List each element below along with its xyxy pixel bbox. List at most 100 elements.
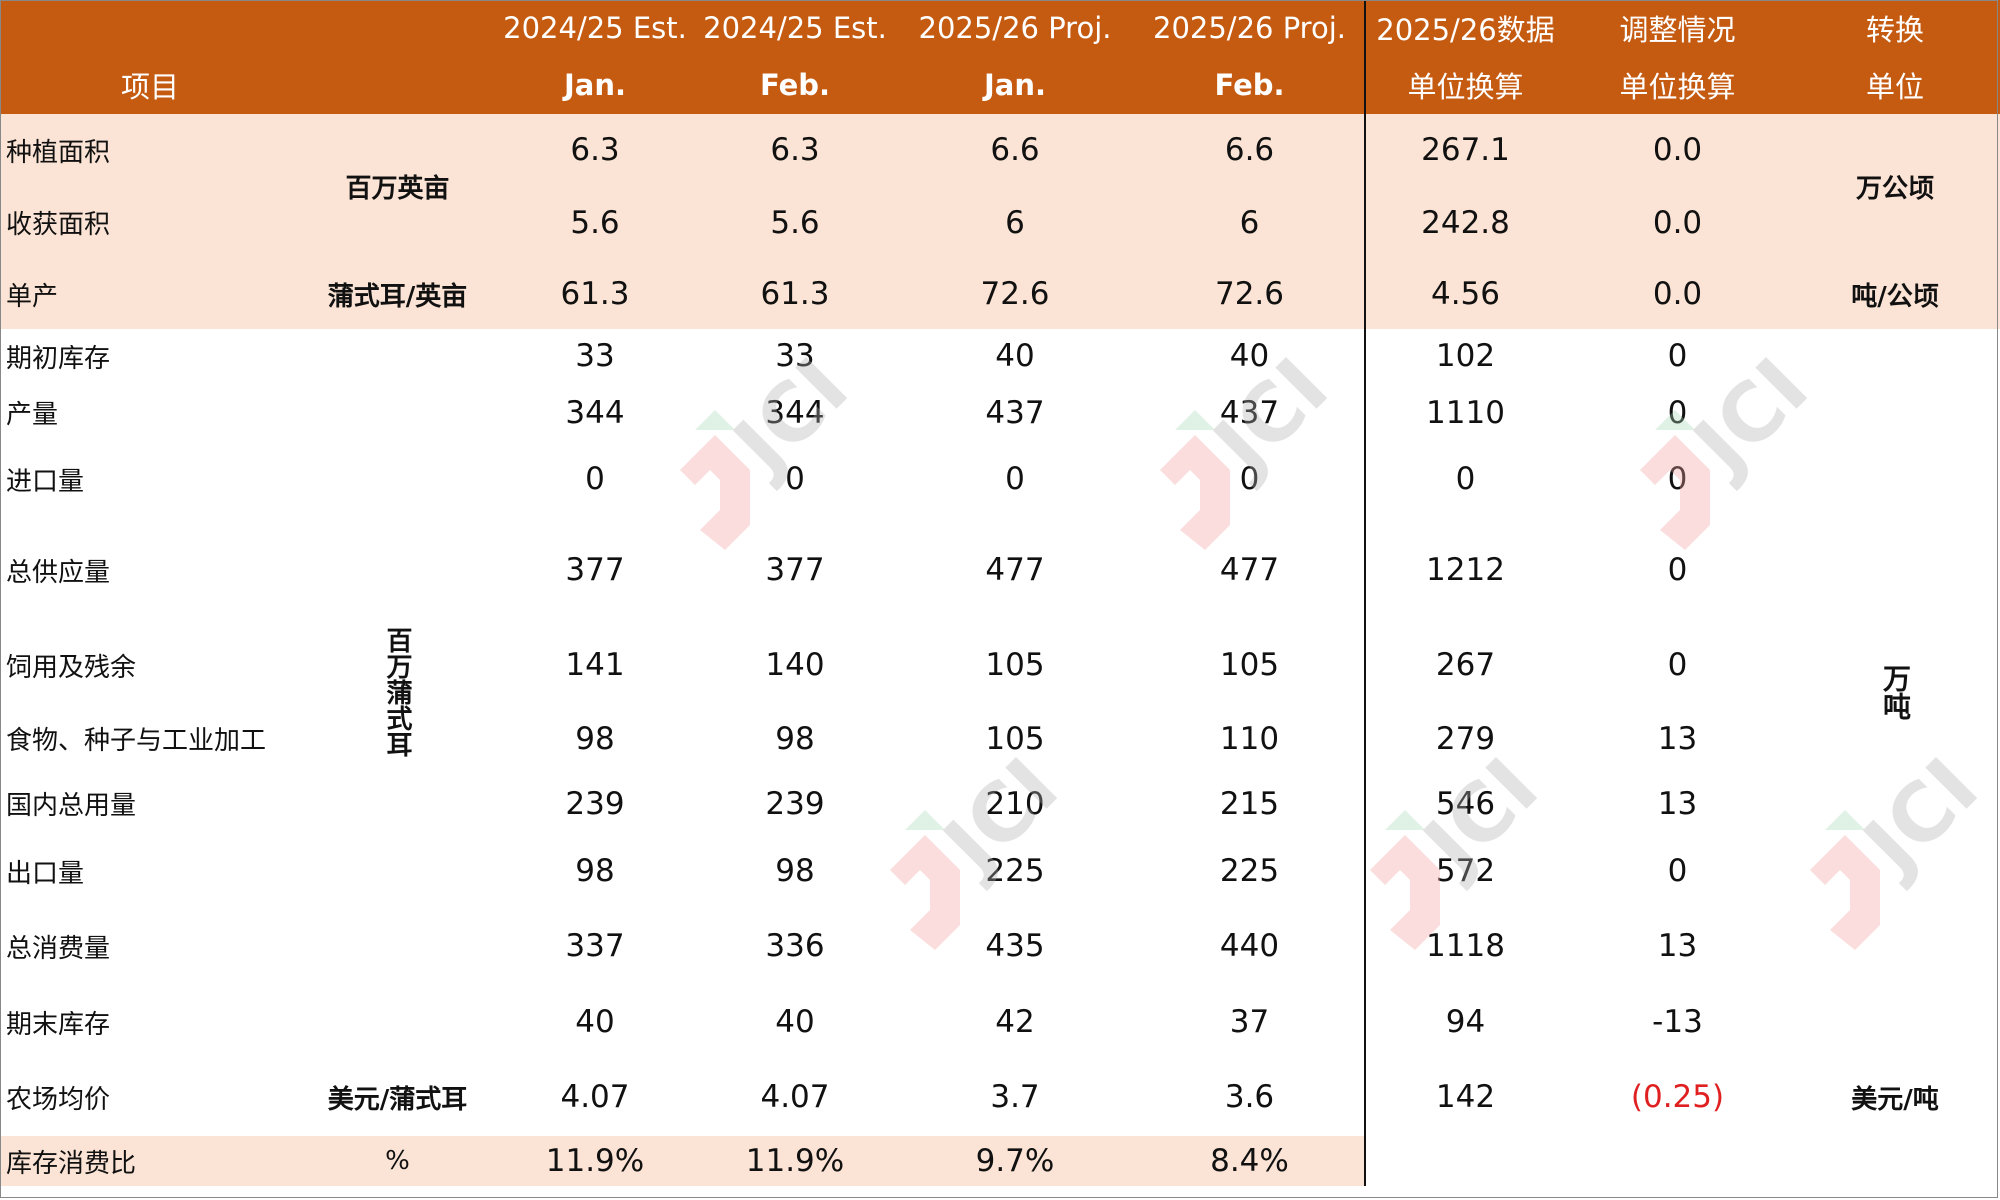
value-cell: 546 xyxy=(1435,785,1496,822)
row-label: 食物、种子与工业加工 xyxy=(6,726,267,756)
value-cell: 40 xyxy=(995,338,1035,374)
table-row: 饲用及残余 141 140 105 105 267 0 xyxy=(0,624,2000,706)
row-label: 进口量 xyxy=(6,466,85,497)
empty-cell xyxy=(1365,1136,1565,1186)
value-cell: 98 xyxy=(775,720,815,757)
header-row-1: 2024/25 Est. 2024/25 Est. 2025/26 Proj. … xyxy=(0,0,2000,56)
value-cell: 105 xyxy=(985,647,1045,683)
row-label: 收获面积 xyxy=(0,186,300,259)
value-cell: 98 xyxy=(575,853,615,889)
value-cell: 0 xyxy=(1667,552,1688,588)
value-cell: 40 xyxy=(1135,329,1366,383)
value-cell: 13 xyxy=(1657,785,1698,822)
row-label: 期初库存 xyxy=(6,343,111,374)
header-subtitle: 单位换算 xyxy=(1619,70,1736,104)
table-row: 单产 蒲式耳/英亩 61.3 61.3 72.6 72.6 4.56 0.0 吨… xyxy=(0,259,2000,329)
header-month: Feb. xyxy=(759,68,831,102)
header-month: Jan. xyxy=(563,68,627,102)
header-col-2024-jan: 2024/25 Est. xyxy=(503,11,687,45)
value-cell: 239 xyxy=(765,785,825,822)
header-month: Feb. xyxy=(1135,56,1366,114)
value-cell: 4.07 xyxy=(760,1079,830,1115)
value-cell: -13 xyxy=(1652,1004,1703,1040)
value-cell: 572 xyxy=(1435,853,1496,889)
value-cell: 98 xyxy=(775,853,815,889)
value-cell: 377 xyxy=(565,552,625,588)
value-cell: 6.3 xyxy=(695,114,895,186)
value-cell: 0 xyxy=(1667,461,1688,497)
table-row: 期末库存 40 40 42 37 94 -13 xyxy=(0,986,2000,1058)
value-cell: 0.0 xyxy=(1565,259,1790,329)
header-subtitle: 单位 xyxy=(1865,70,1924,104)
value-cell: 435 xyxy=(985,928,1045,964)
header-row-2: 项目 Jan. Feb. Jan. Feb. 单位换算 单位换算 单位 xyxy=(0,56,2000,114)
value-cell: 102 xyxy=(1435,338,1496,374)
value-cell: 33 xyxy=(775,338,815,374)
value-cell: 267 xyxy=(1435,647,1496,683)
value-cell: 6 xyxy=(895,186,1135,259)
row-label: 产量 xyxy=(6,400,59,430)
header-col-unit: 转换 xyxy=(1865,13,1924,47)
value-cell: 61.3 xyxy=(695,259,895,329)
table-row: 出口量 98 98 225 225 572 0 xyxy=(0,836,2000,906)
value-cell: 0 xyxy=(585,461,605,497)
row-label: 饲用及残余 xyxy=(6,652,137,683)
value-cell: 477 xyxy=(985,552,1045,588)
table-row: 收获面积 5.6 5.6 6 6 242.8 0.0 xyxy=(0,186,2000,259)
value-cell: 72.6 xyxy=(1135,259,1366,329)
value-cell: 141 xyxy=(565,647,625,683)
table-row: 总供应量 377 377 477 477 1212 0 xyxy=(0,516,2000,624)
value-cell: 440 xyxy=(1135,906,1366,986)
value-cell: 3.7 xyxy=(990,1079,1040,1115)
row-label: 单产 xyxy=(0,259,300,329)
value-cell: 279 xyxy=(1435,720,1496,757)
header-col-2025-feb: 2025/26 Proj. xyxy=(1135,0,1366,56)
table-row: 种植面积 百万英亩 6.3 6.3 6.6 6.6 267.1 0.0 万公顷 xyxy=(0,114,2000,259)
value-cell: 239 xyxy=(565,785,625,822)
value-cell: 61.3 xyxy=(495,259,695,329)
value-cell: 0 xyxy=(1667,647,1688,683)
value-cell: 4.07 xyxy=(560,1079,630,1115)
table-row: 库存消费比 % 11.9% 11.9% 9.7% 8.4% xyxy=(0,1136,2000,1186)
value-cell: 242.8 xyxy=(1365,186,1565,259)
value-cell: 336 xyxy=(765,928,825,964)
row-label: 期末库存 xyxy=(6,1009,111,1040)
value-cell: 6.3 xyxy=(495,114,695,186)
empty-cell xyxy=(1790,1136,2000,1186)
value-cell: 344 xyxy=(565,394,625,431)
value-cell: 0 xyxy=(1667,394,1688,431)
value-cell: 4.56 xyxy=(1365,259,1565,329)
value-cell: 94 xyxy=(1445,1004,1486,1040)
value-cell: 225 xyxy=(1135,836,1366,906)
value-cell: 1118 xyxy=(1426,928,1505,964)
value-cell: 0 xyxy=(1135,442,1366,516)
value-cell: 210 xyxy=(985,785,1045,822)
table-body: 种植面积 百万英亩 6.3 6.3 6.6 6.6 267.1 0.0 万公顷 … xyxy=(0,114,2000,1186)
value-cell: 6 xyxy=(1135,186,1366,259)
value-cell: 225 xyxy=(985,853,1045,889)
header-cell xyxy=(300,56,495,114)
value-cell: 72.6 xyxy=(895,259,1135,329)
value-cell: 40 xyxy=(575,1004,615,1040)
value-cell: 0 xyxy=(1667,338,1688,374)
value-cell: 142 xyxy=(1435,1079,1496,1115)
header-subtitle: 单位换算 xyxy=(1407,70,1524,104)
value-cell: 344 xyxy=(765,394,825,431)
row-label: 种植面积 xyxy=(0,114,300,186)
unit-left-bushels: 百万蒲式耳 xyxy=(382,626,412,757)
header-cell xyxy=(0,0,300,56)
value-cell: 0.0 xyxy=(1565,114,1790,186)
value-cell: 0.0 xyxy=(1565,186,1790,259)
value-cell: 9.7% xyxy=(895,1136,1135,1186)
value-cell: 13 xyxy=(1657,928,1698,964)
value-cell: 105 xyxy=(985,720,1045,757)
unit-left-bushels-cell: 百万蒲式耳 xyxy=(300,329,495,1058)
value-cell: 140 xyxy=(765,647,825,683)
value-cell: 5.6 xyxy=(495,186,695,259)
row-label: 农场均价 xyxy=(6,1084,111,1115)
unit-right-yield: 吨/公顷 xyxy=(1790,259,2000,329)
value-cell: 477 xyxy=(1135,516,1366,624)
header-col-adjustment: 调整情况 xyxy=(1619,13,1736,47)
value-cell: 0 xyxy=(785,461,805,497)
row-label: 库存消费比 xyxy=(0,1136,300,1186)
